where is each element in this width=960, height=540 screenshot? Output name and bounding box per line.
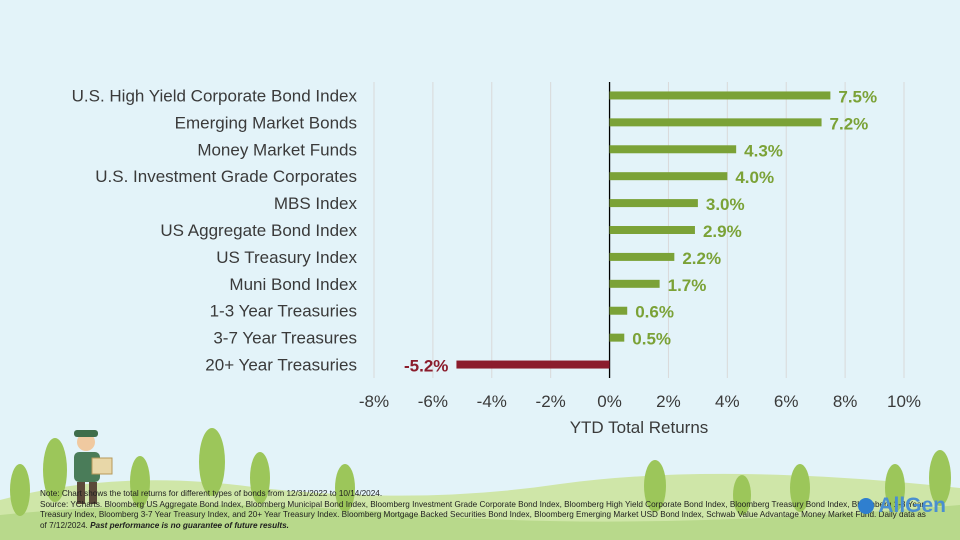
category-label: US Treasury Index bbox=[216, 248, 357, 267]
bar bbox=[609, 118, 822, 127]
bar bbox=[456, 360, 610, 369]
footnote: Note: Chart shows the total returns for … bbox=[40, 489, 930, 531]
data-label: 4.0% bbox=[735, 168, 774, 187]
data-label: 3.0% bbox=[706, 195, 745, 214]
bars bbox=[456, 91, 831, 369]
data-label: 4.3% bbox=[744, 141, 783, 160]
x-axis-title: YTD Total Returns bbox=[570, 418, 709, 437]
brand-name: AllGen bbox=[878, 494, 946, 517]
footnote-disclaimer: Past performance is no guarantee of futu… bbox=[90, 520, 289, 530]
data-labels: 7.5% 7.2% 4.3% 4.0% 3.0% 2.9% 2.2% 1.7% 0.6% 0.5%… bbox=[404, 87, 877, 375]
category-label: Money Market Funds bbox=[197, 140, 357, 159]
data-label: 7.2% bbox=[830, 114, 869, 133]
x-tick-label: 4% bbox=[715, 392, 740, 411]
data-label: 0.6% bbox=[635, 303, 674, 322]
category-label: U.S. High Yield Corporate Bond Index bbox=[72, 86, 358, 105]
data-label: 2.9% bbox=[703, 222, 742, 241]
data-label: 0.5% bbox=[632, 330, 671, 349]
category-label: MBS Index bbox=[274, 194, 358, 213]
bar bbox=[609, 145, 737, 154]
x-tick-label: -4% bbox=[477, 392, 507, 411]
footnote-source: Source: YCharts. Bloomberg US Aggregate … bbox=[40, 500, 930, 532]
category-label: Muni Bond Index bbox=[229, 275, 357, 294]
bar bbox=[609, 199, 698, 208]
x-tick-label: -8% bbox=[359, 392, 389, 411]
bar bbox=[609, 226, 695, 234]
bar bbox=[609, 306, 628, 315]
tree-icon bbox=[10, 428, 951, 516]
bar bbox=[609, 333, 625, 342]
x-tick-label: 0% bbox=[597, 392, 622, 411]
x-tick-label: 8% bbox=[833, 392, 858, 411]
data-label: -5.2% bbox=[404, 357, 448, 376]
globe-icon bbox=[858, 498, 875, 514]
footnote-note: Note: Chart shows the total returns for … bbox=[40, 489, 383, 498]
bar bbox=[609, 279, 660, 288]
x-tick-label: -6% bbox=[418, 392, 448, 411]
data-label: 2.2% bbox=[682, 249, 721, 268]
hiker-icon bbox=[74, 430, 113, 504]
x-tick-label: 6% bbox=[774, 392, 799, 411]
category-label: 1-3 Year Treasuries bbox=[210, 302, 357, 321]
category-label: US Aggregate Bond Index bbox=[160, 221, 357, 240]
category-labels: U.S. High Yield Corporate Bond Index Emer… bbox=[72, 86, 358, 374]
category-label: 3-7 Year Treasures bbox=[213, 329, 357, 348]
bar bbox=[609, 172, 728, 181]
brand-logo: AllGen bbox=[858, 494, 946, 518]
x-tick-label: 2% bbox=[656, 392, 681, 411]
category-label: U.S. Investment Grade Corporates bbox=[95, 167, 357, 186]
footnote-source-text: Source: YCharts. Bloomberg US Aggregate … bbox=[40, 499, 926, 530]
bar bbox=[609, 91, 831, 100]
data-label: 7.5% bbox=[838, 87, 877, 106]
x-tick-label: 10% bbox=[887, 392, 921, 411]
category-label: Emerging Market Bonds bbox=[175, 113, 357, 132]
data-label: 1.7% bbox=[668, 276, 707, 295]
x-tick-label: -2% bbox=[536, 392, 566, 411]
bar bbox=[609, 252, 675, 261]
category-label: 20+ Year Treasuries bbox=[205, 356, 357, 375]
x-axis-ticks: -8% -6% -4% -2% 0% 2% 4% 6% 8% 10% bbox=[359, 392, 921, 411]
